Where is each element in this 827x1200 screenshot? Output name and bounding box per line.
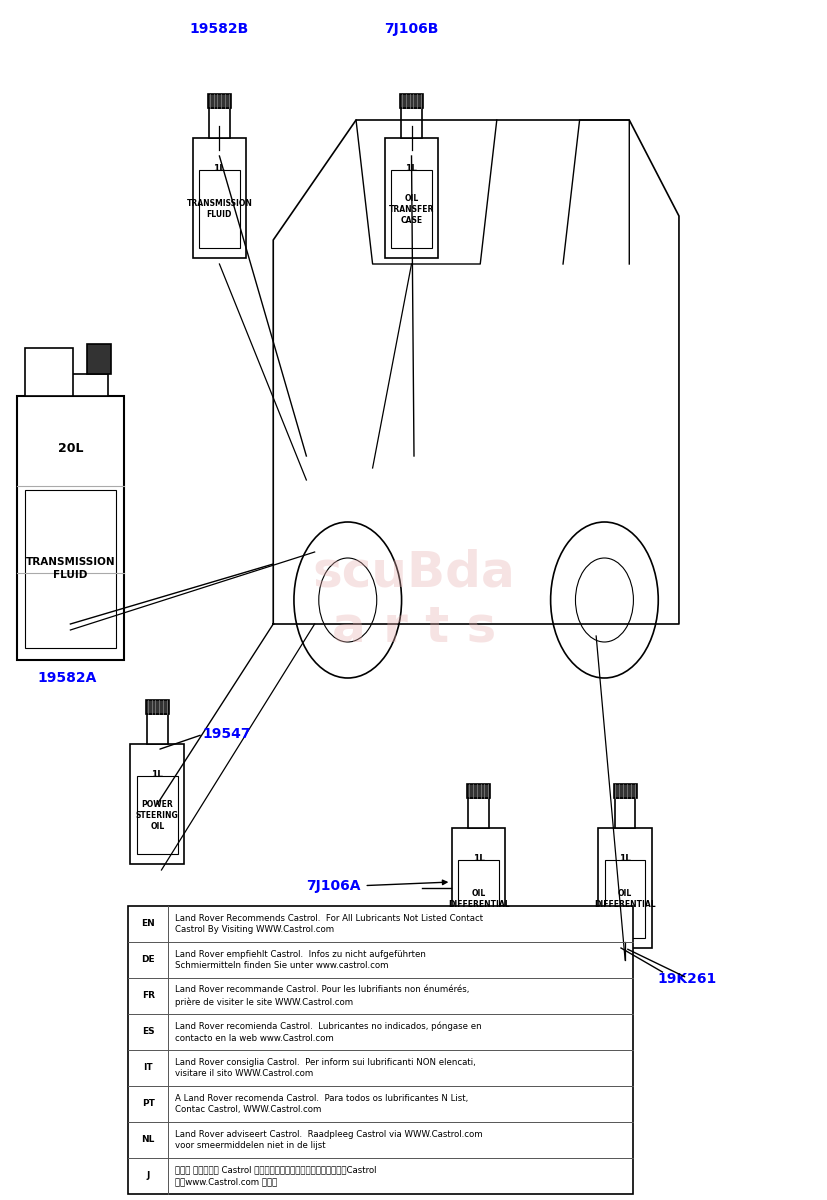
Text: EN: EN: [141, 919, 155, 929]
Bar: [458, 860, 498, 938]
Text: 19K261: 19K261: [657, 972, 716, 986]
Text: DE: DE: [141, 955, 155, 965]
Bar: [128, 906, 633, 1194]
Bar: [597, 828, 652, 948]
Bar: [466, 784, 490, 798]
Bar: [131, 744, 184, 864]
Text: OIL
DIFFERENTIAL: OIL DIFFERENTIAL: [447, 889, 509, 910]
Bar: [400, 108, 421, 138]
Text: ES: ES: [141, 1027, 155, 1037]
Text: 19547: 19547: [203, 727, 251, 742]
Text: Land Rover recomienda Castrol.  Lubricantes no indicados, póngase en
contacto en: Land Rover recomienda Castrol. Lubricant…: [174, 1021, 480, 1043]
Bar: [192, 138, 246, 258]
Bar: [17, 396, 124, 660]
Text: FR: FR: [141, 991, 155, 1001]
Bar: [199, 170, 240, 248]
Text: PT: PT: [141, 1099, 155, 1109]
Text: TRANSMISSION
FLUID: TRANSMISSION FLUID: [26, 557, 115, 581]
Text: 7J106B: 7J106B: [384, 22, 438, 36]
Bar: [385, 138, 438, 258]
Bar: [147, 714, 167, 744]
Text: OIL
TRANSFER
CASE: OIL TRANSFER CASE: [389, 193, 433, 226]
Bar: [146, 700, 169, 714]
Text: 1L: 1L: [619, 854, 630, 863]
Text: Land Rover empfiehlt Castrol.  Infos zu nicht aufgeführten
Schmiermitteln finden: Land Rover empfiehlt Castrol. Infos zu n…: [174, 949, 425, 971]
Text: J: J: [146, 1171, 150, 1181]
Text: 1L: 1L: [151, 770, 163, 779]
Text: 1L: 1L: [472, 854, 484, 863]
Bar: [399, 94, 423, 108]
Bar: [391, 170, 432, 248]
Bar: [88, 344, 111, 374]
Text: 19582A: 19582A: [37, 671, 97, 685]
Text: NL: NL: [141, 1135, 155, 1145]
Text: 20L: 20L: [58, 443, 83, 455]
Text: Land Rover adviseert Castrol.  Raadpleeg Castrol via WWW.Castrol.com
voor smeerm: Land Rover adviseert Castrol. Raadpleeg …: [174, 1129, 482, 1151]
Text: Land Rover recommande Castrol. Pour les lubrifiants non énumérés,
prière de visi: Land Rover recommande Castrol. Pour les …: [174, 985, 469, 1007]
Text: TRANSMISSION
FLUID: TRANSMISSION FLUID: [186, 199, 252, 220]
Bar: [208, 94, 231, 108]
Bar: [25, 348, 73, 396]
Text: 7J106A: 7J106A: [305, 878, 360, 893]
Bar: [25, 490, 116, 648]
Text: 1L: 1L: [213, 164, 225, 173]
Bar: [33, 374, 108, 396]
Text: 19582B: 19582B: [189, 22, 249, 36]
Text: POWER
STEERING
OIL: POWER STEERING OIL: [136, 799, 179, 830]
Bar: [613, 784, 636, 798]
Text: IT: IT: [143, 1063, 153, 1073]
Text: A Land Rover recomenda Castrol.  Para todos os lubrificantes N List,
Contac Cast: A Land Rover recomenda Castrol. Para tod…: [174, 1093, 467, 1115]
Bar: [468, 798, 488, 828]
Bar: [208, 108, 230, 138]
Text: scuBda
a r t s: scuBda a r t s: [313, 548, 514, 652]
Bar: [614, 798, 635, 828]
Text: Land Rover consiglia Castrol.  Per inform sui lubrificanti NON elencati,
visitar: Land Rover consiglia Castrol. Per inform…: [174, 1057, 475, 1079]
Bar: [604, 860, 645, 938]
Text: OIL
DIFFERENTIAL: OIL DIFFERENTIAL: [594, 889, 655, 910]
Text: ランド ローバーは Castrol を推奨。リスト外の潤滑劑については、Castrol
社：www.Castrol.com まで。: ランド ローバーは Castrol を推奨。リスト外の潤滑劑については、Cast…: [174, 1165, 375, 1187]
Text: 1L: 1L: [405, 164, 417, 173]
Text: Land Rover Recommends Castrol.  For All Lubricants Not Listed Contact
Castrol By: Land Rover Recommends Castrol. For All L…: [174, 913, 482, 935]
Bar: [137, 776, 178, 854]
Bar: [452, 828, 504, 948]
